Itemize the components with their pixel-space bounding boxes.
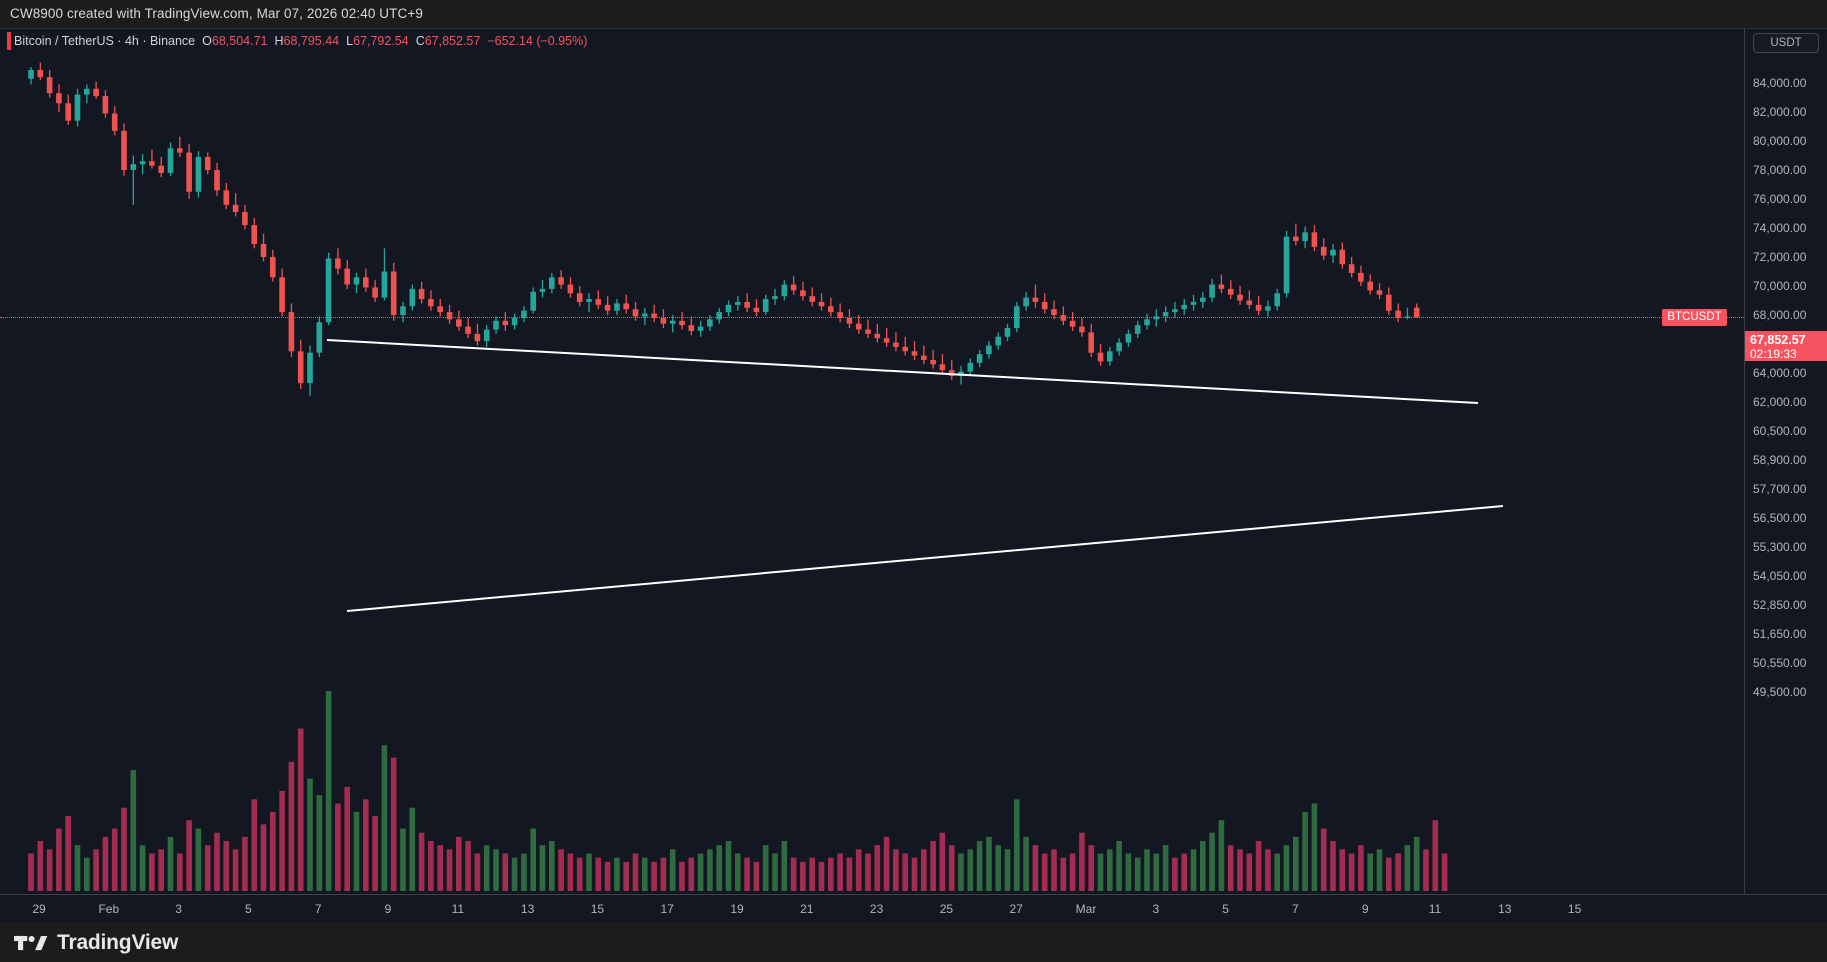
price-axis-label: 58,900.00 bbox=[1753, 453, 1807, 467]
legend-close-value: 67,852.57 bbox=[424, 34, 481, 48]
price-axis-label: 51,650.00 bbox=[1753, 627, 1807, 641]
time-axis-label: 7 bbox=[1292, 902, 1299, 916]
legend-symbol[interactable]: Bitcoin / TetherUS bbox=[14, 34, 114, 48]
volume-series bbox=[28, 691, 1448, 891]
price-axis-label: 76,000.00 bbox=[1753, 192, 1807, 206]
time-axis-label: 9 bbox=[1361, 902, 1369, 916]
time-axis-label: 13 bbox=[1498, 902, 1512, 916]
time-axis-label: 5 bbox=[1222, 902, 1229, 916]
tradingview-logo[interactable]: TradingView bbox=[14, 930, 178, 956]
chart-shell: BTCUSDT Bitcoin / TetherUS · 4h · Binanc… bbox=[0, 28, 1827, 923]
time-axis-label: 13 bbox=[520, 902, 535, 916]
price-axis-label: 72,000.00 bbox=[1753, 250, 1807, 264]
legend-interval[interactable]: 4h bbox=[124, 34, 139, 48]
time-axis-label: 7 bbox=[314, 902, 322, 916]
price-axis-label: 50,550.00 bbox=[1753, 656, 1807, 670]
price-axis-label: 84,000.00 bbox=[1753, 76, 1807, 90]
legend-high-value: 68,795.44 bbox=[283, 34, 340, 48]
price-axis-label: 55,300.00 bbox=[1753, 540, 1807, 554]
time-axis-label: 21 bbox=[800, 902, 814, 916]
time-axis[interactable]: 29 Feb 3 5 7 9 11 13 15 17 19 21 23 25 27 Mar 3 5 7 9 11 13 15 bbox=[0, 894, 1827, 923]
attribution-bar: CW8900 created with TradingView.com, Mar… bbox=[0, 0, 1827, 28]
time-axis-label: 29 bbox=[32, 902, 46, 916]
legend-low-value: 67,792.54 bbox=[353, 34, 409, 48]
trendline-drawings[interactable] bbox=[0, 29, 1744, 894]
legend-exchange: Binance bbox=[149, 34, 196, 48]
time-axis-label: 27 bbox=[1009, 902, 1023, 916]
price-axis-label: 57,700.00 bbox=[1753, 482, 1807, 496]
time-axis-label: 23 bbox=[869, 902, 884, 916]
time-axis-label: 15 bbox=[1567, 902, 1582, 916]
price-axis-label: 74,000.00 bbox=[1753, 221, 1807, 235]
price-axis-label: 64,000.00 bbox=[1753, 366, 1807, 380]
ascending-support bbox=[346, 505, 1504, 612]
symbol-price-badge: BTCUSDT bbox=[1662, 308, 1727, 326]
price-axis-label: 62,000.00 bbox=[1753, 395, 1807, 409]
price-axis-label: 80,000.00 bbox=[1753, 134, 1807, 148]
footer-bar: TradingView bbox=[0, 922, 1827, 962]
time-axis-label: 5 bbox=[245, 902, 252, 916]
current-price-badge: 67,852.57 02:19:33 bbox=[1745, 331, 1827, 362]
time-axis-label: 17 bbox=[660, 902, 674, 916]
time-axis-label: 3 bbox=[175, 902, 182, 916]
time-axis-label: Feb bbox=[98, 902, 120, 916]
price-axis-label: 52,850.00 bbox=[1753, 598, 1807, 612]
price-axis[interactable]: USDT 84,000.00 82,000.00 80,000.00 78,000.0… bbox=[1744, 29, 1827, 894]
current-price-line bbox=[0, 317, 1744, 319]
currency-pill[interactable]: USDT bbox=[1753, 33, 1819, 53]
price-axis-label: 68,000.00 bbox=[1753, 308, 1807, 322]
legend-high-key: H bbox=[274, 34, 284, 48]
time-axis-label: 15 bbox=[590, 902, 605, 916]
price-axis-label: 82,000.00 bbox=[1753, 105, 1807, 119]
time-axis-label: 19 bbox=[730, 902, 744, 916]
price-axis-label: 70,000.00 bbox=[1753, 279, 1807, 293]
descending-resistance bbox=[326, 339, 1479, 404]
bar-countdown: 02:19:33 bbox=[1750, 347, 1797, 362]
time-axis-label: 9 bbox=[384, 902, 392, 916]
legend-open-key: O bbox=[202, 34, 212, 48]
price-axis-label: 60,500.00 bbox=[1753, 424, 1807, 438]
legend-low-key: L bbox=[346, 34, 354, 48]
legend-close-key: C bbox=[415, 34, 425, 48]
time-axis-label: 11 bbox=[451, 902, 465, 916]
chart-plot-area[interactable]: BTCUSDT bbox=[0, 29, 1744, 894]
tradingview-mark-icon bbox=[14, 935, 48, 950]
time-axis-label: 11 bbox=[1428, 902, 1442, 916]
current-price-value: 67,852.57 bbox=[1750, 333, 1806, 348]
chart-legend[interactable]: Bitcoin / TetherUS · 4h · Binance O68,504… bbox=[0, 29, 587, 50]
price-axis-label: 49,500.00 bbox=[1753, 685, 1807, 699]
time-axis-label: Mar bbox=[1075, 902, 1097, 916]
time-axis-label: 25 bbox=[939, 902, 954, 916]
legend-change: −652.14 (−0.95%) bbox=[487, 34, 588, 48]
price-axis-label: 54,050.00 bbox=[1753, 569, 1807, 583]
price-axis-label: 56,500.00 bbox=[1753, 511, 1807, 525]
tradingview-wordmark: TradingView bbox=[57, 931, 179, 954]
legend-color-tick bbox=[7, 32, 11, 50]
time-axis-label: 3 bbox=[1152, 902, 1160, 916]
legend-open-value: 68,504.71 bbox=[211, 34, 268, 48]
price-axis-label: 78,000.00 bbox=[1753, 163, 1807, 177]
